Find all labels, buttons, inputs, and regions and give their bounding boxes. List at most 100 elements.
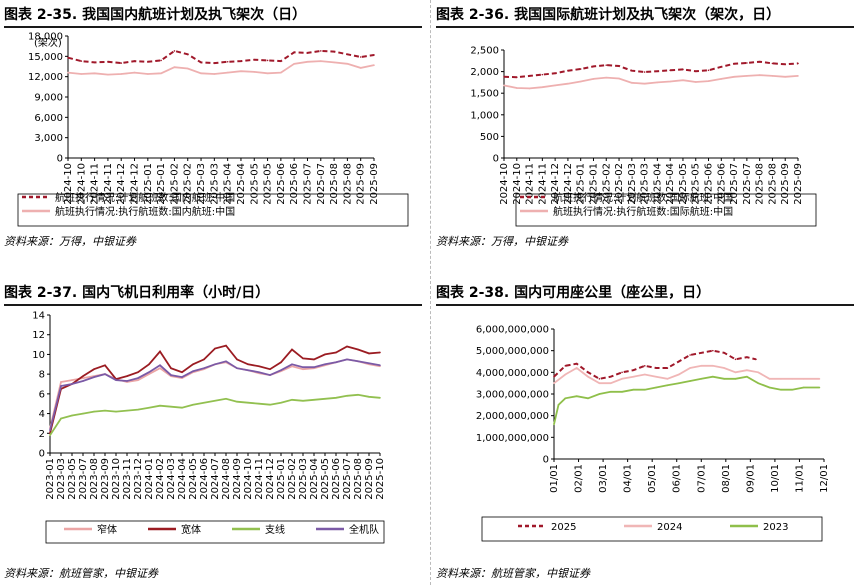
data-point: [236, 367, 238, 370]
data-point: [700, 378, 703, 380]
data-point: [368, 396, 370, 398]
data-point: [700, 352, 703, 354]
data-point: [780, 388, 782, 391]
data-point: [712, 375, 714, 378]
x-tick-label: 07/01: [696, 464, 707, 493]
data-point: [137, 371, 139, 373]
x-tick-label: 2024-12: [116, 163, 127, 205]
data-point: [784, 75, 787, 78]
data-point: [541, 73, 544, 76]
y-tick-label: 0: [57, 154, 63, 165]
data-point: [280, 361, 282, 364]
data-point: [82, 375, 84, 377]
data-point: [269, 368, 271, 371]
data-point: [160, 59, 162, 62]
data-point: [632, 375, 635, 378]
data-point: [621, 391, 623, 393]
data-point: [755, 358, 757, 361]
data-point: [592, 78, 595, 80]
legend-label: 2023: [763, 522, 788, 533]
data-point: [181, 376, 183, 378]
legend-label: 2025: [551, 522, 576, 533]
data-point: [253, 58, 256, 61]
data-point: [564, 373, 567, 376]
data-point: [49, 434, 51, 437]
data-point: [266, 72, 269, 75]
data-point: [159, 350, 161, 353]
data-point: [734, 378, 737, 380]
y-tick-label: 14: [32, 311, 45, 322]
title-rule: [436, 26, 854, 28]
y-tick-label: 0: [39, 449, 45, 460]
data-point: [291, 348, 293, 351]
data-point: [247, 369, 249, 371]
data-point: [621, 371, 623, 374]
x-tick-label: 2025-04: [652, 163, 663, 205]
data-point: [609, 375, 612, 378]
x-tick-label: 2025-07: [342, 458, 353, 500]
x-tick-label: 2024-10: [499, 163, 510, 205]
data-point: [324, 353, 326, 356]
x-tick-label: 2025-08: [329, 163, 340, 205]
data-point: [120, 62, 123, 64]
data-point: [694, 70, 697, 72]
x-tick-label: 2025-04: [665, 163, 676, 205]
data-point: [768, 378, 771, 380]
data-point: [291, 398, 293, 401]
data-point: [643, 82, 646, 85]
data-point: [346, 358, 348, 361]
data-point: [757, 371, 760, 374]
title-rule: [4, 304, 422, 306]
data-point: [115, 379, 117, 381]
data-point: [515, 87, 518, 89]
y-tick-label: 4,000,000,000: [476, 368, 549, 379]
data-point: [49, 429, 51, 432]
data-point: [632, 388, 635, 391]
y-tick-label: 15,000: [28, 52, 63, 63]
data-point: [269, 374, 271, 376]
data-point: [373, 64, 375, 66]
series-line-2: [49, 344, 381, 434]
data-point: [734, 371, 737, 374]
legend-label: 支线: [265, 523, 285, 536]
y-tick-label: 2,000: [470, 67, 499, 78]
data-point: [656, 81, 659, 84]
data-point: [60, 381, 62, 383]
x-tick-label: 2025-06: [716, 163, 727, 205]
data-point: [720, 66, 723, 68]
x-tick-label: 2025-09: [364, 458, 375, 500]
y-tick-label: 10: [32, 350, 45, 361]
x-tick-label: 2025-04: [236, 163, 247, 205]
data-point: [575, 362, 578, 365]
data-point: [346, 62, 349, 65]
x-tick-label: 06/01: [672, 464, 683, 493]
x-tick-label: 2023-10: [111, 458, 122, 500]
data-point: [67, 71, 69, 74]
data-point: [181, 406, 183, 409]
data-point: [346, 395, 348, 397]
x-tick-label: 02/01: [574, 464, 585, 493]
y-tick-label: 1,000,000,000: [476, 433, 549, 444]
data-point: [160, 72, 162, 75]
data-point: [71, 383, 73, 385]
data-point: [503, 75, 505, 78]
data-point: [553, 382, 555, 384]
data-point: [126, 375, 128, 377]
data-point: [126, 409, 128, 412]
data-point: [324, 363, 326, 366]
data-point: [137, 379, 139, 381]
x-tick-label: 2024-11: [90, 163, 101, 205]
data-point: [148, 363, 150, 366]
data-point: [666, 384, 669, 387]
y-unit-label: (架次): [34, 36, 62, 49]
data-point: [503, 84, 505, 87]
data-point: [236, 400, 238, 403]
data-point: [564, 365, 567, 367]
data-point: [707, 69, 710, 72]
data-point: [335, 351, 337, 354]
data-point: [148, 373, 150, 375]
x-tick-label: 2025-09: [369, 163, 380, 205]
data-point: [240, 60, 242, 62]
y-tick-label: 8: [39, 370, 45, 381]
